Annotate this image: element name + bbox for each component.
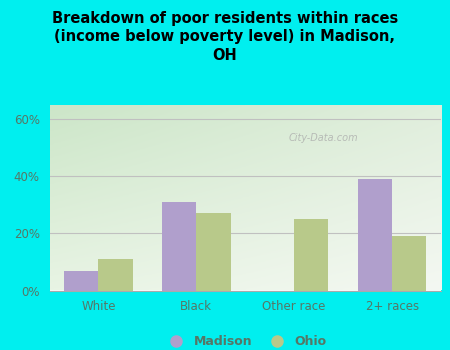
Bar (392, 236, 426, 290)
Bar (64, 271, 99, 290)
Bar (294, 219, 328, 290)
Bar (99, 259, 133, 290)
Bar (358, 179, 392, 290)
Text: Breakdown of poor residents within races
(income below poverty level) in Madison: Breakdown of poor residents within races… (52, 10, 398, 63)
Bar (162, 202, 196, 290)
Text: City-Data.com: City-Data.com (289, 133, 358, 143)
Legend: Madison, Ohio: Madison, Ohio (158, 330, 332, 350)
Bar (196, 214, 230, 290)
